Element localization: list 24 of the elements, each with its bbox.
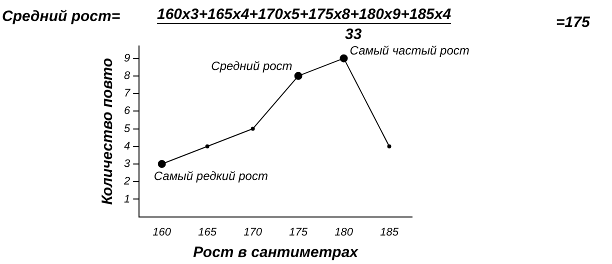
- y-axis-title: Количество повто: [99, 58, 116, 205]
- text: Средний рост=: [2, 8, 120, 25]
- annotation: Самый частый рост: [350, 43, 470, 58]
- x-tick-label: 180: [334, 226, 354, 238]
- y-tick-label: 6: [124, 105, 131, 118]
- y-tick-label: 8: [124, 70, 131, 82]
- annotation: Средний рост: [211, 58, 292, 73]
- y-tick-label: 2: [122, 176, 130, 188]
- x-axis-title: Рост в сантиметрах: [193, 244, 359, 262]
- annotation: Самый редкий рост: [154, 168, 268, 183]
- y-tick-label: 1: [124, 193, 130, 206]
- x-tick-label: 185: [380, 226, 400, 238]
- y-tick-label: 3: [124, 158, 131, 170]
- y-tick-label: 5: [124, 122, 131, 135]
- text: 33: [345, 26, 362, 43]
- x-tick-label: 175: [289, 226, 308, 238]
- x-tick-label: 160: [152, 226, 172, 238]
- x-tick-label: 165: [198, 226, 218, 238]
- text: =175: [556, 14, 590, 31]
- y-tick-label: 7: [124, 88, 131, 100]
- x-tick-label: 170: [244, 226, 263, 238]
- y-tick-label: 9: [124, 52, 130, 64]
- text: 160x3+165x4+170x5+175x8+180x9+185x4: [157, 6, 452, 24]
- y-tick-label: 4: [124, 140, 130, 152]
